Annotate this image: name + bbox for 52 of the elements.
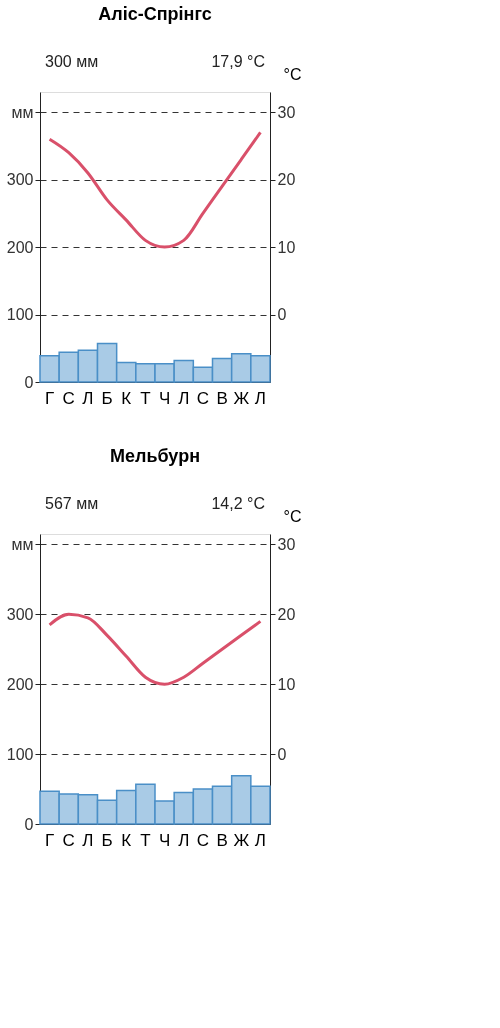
y2-tick-label: 10 <box>277 675 296 693</box>
text: 567 мм <box>45 495 99 512</box>
y-tick-label: 300 <box>6 171 34 189</box>
x-tick-label: С <box>196 388 210 408</box>
x-tick-label: Ч <box>158 388 171 408</box>
x-tick-label: Ж <box>233 388 250 408</box>
text: 17,9 °C <box>211 53 265 70</box>
x-tick-label: Т <box>140 388 151 408</box>
y-tick-label: 0 <box>24 815 34 833</box>
x-tick-label: С <box>62 388 75 408</box>
y-tick-label: 0 <box>24 373 34 391</box>
x-tick-label: К <box>121 830 132 850</box>
x-tick-label: С <box>196 830 210 850</box>
y2-tick-label: 0 <box>277 306 287 324</box>
y-tick-label: 100 <box>6 745 34 763</box>
x-tick-label: Б <box>101 388 113 408</box>
x-tick-label: Ж <box>233 830 250 850</box>
y2-axis-title: °C <box>283 507 302 525</box>
x-tick-label: Л <box>82 830 94 850</box>
x-tick-label: В <box>216 388 228 408</box>
y2-tick-label: 30 <box>277 535 296 553</box>
y-tick-label: мм <box>11 103 34 121</box>
chart-title: Аліс-Спрінгс <box>98 4 212 24</box>
y-tick-label: 100 <box>6 306 34 324</box>
x-tick-label: В <box>216 830 228 850</box>
y2-tick-label: 0 <box>277 745 287 763</box>
x-tick-label: Г <box>44 830 55 850</box>
text: 14,2 °C <box>211 495 265 512</box>
y2-tick-label: 30 <box>277 103 296 121</box>
x-tick-label: Т <box>140 830 151 850</box>
x-tick-label: К <box>121 388 132 408</box>
line-series <box>48 130 262 249</box>
x-tick-label: Ч <box>158 830 171 850</box>
y-tick-label: мм <box>11 535 34 553</box>
y-tick-label: 200 <box>6 238 34 256</box>
y2-axis-title: °C <box>283 65 302 83</box>
y2-tick-label: 10 <box>277 238 296 256</box>
x-tick-label: Л <box>178 388 190 408</box>
y-tick-label: 300 <box>6 605 34 623</box>
line-series <box>48 612 262 686</box>
x-tick-label: Л <box>254 388 266 408</box>
x-tick-label: Л <box>82 388 94 408</box>
chart-title: Мельбурн <box>109 446 201 466</box>
x-tick-label: Г <box>44 388 55 408</box>
x-tick-label: Л <box>254 830 266 850</box>
x-tick-label: Л <box>178 830 190 850</box>
y-tick-label: 200 <box>6 675 34 693</box>
y2-tick-label: 20 <box>277 605 296 623</box>
x-tick-label: С <box>62 830 75 850</box>
y2-tick-label: 20 <box>277 171 296 189</box>
x-tick-label: Б <box>101 830 113 850</box>
text: 300 мм <box>45 53 99 70</box>
